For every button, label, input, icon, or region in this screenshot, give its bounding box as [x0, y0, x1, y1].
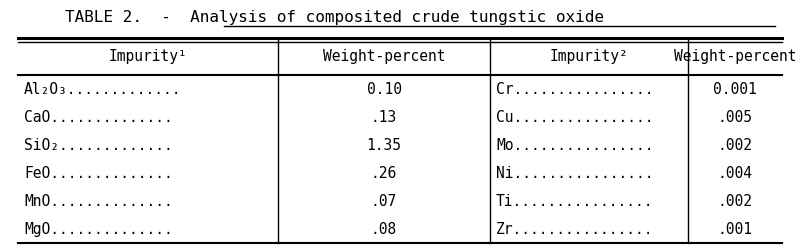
Text: Zr................: Zr................ [496, 222, 654, 237]
Text: MgO..............: MgO.............. [24, 222, 173, 237]
Text: .001: .001 [718, 222, 753, 237]
Text: .07: .07 [371, 193, 397, 208]
Text: .13: .13 [371, 110, 397, 124]
Text: 0.001: 0.001 [713, 81, 757, 97]
Text: 0.10: 0.10 [366, 81, 402, 97]
Text: SiO₂.............: SiO₂............. [24, 137, 173, 152]
Text: .004: .004 [718, 166, 753, 181]
Text: MnO..............: MnO.............. [24, 193, 173, 208]
Text: Cr................: Cr................ [496, 81, 654, 97]
Text: Impurity²: Impurity² [550, 49, 628, 64]
Text: CaO..............: CaO.............. [24, 110, 173, 124]
Text: .002: .002 [718, 137, 753, 152]
Text: .08: .08 [371, 222, 397, 237]
Text: .002: .002 [718, 193, 753, 208]
Text: Impurity¹: Impurity¹ [109, 49, 187, 64]
Text: Ti................: Ti................ [496, 193, 654, 208]
Text: Weight-percent: Weight-percent [674, 49, 796, 64]
Text: TABLE 2.  -  Analysis of composited crude tungstic oxide: TABLE 2. - Analysis of composited crude … [65, 9, 604, 24]
Text: Cu................: Cu................ [496, 110, 654, 124]
Text: 1.35: 1.35 [366, 137, 402, 152]
Text: .005: .005 [718, 110, 753, 124]
Text: Ni................: Ni................ [496, 166, 654, 181]
Text: Al₂O₃.............: Al₂O₃............. [24, 81, 182, 97]
Text: Mo................: Mo................ [496, 137, 654, 152]
Text: Weight-percent: Weight-percent [322, 49, 446, 64]
Text: .26: .26 [371, 166, 397, 181]
Text: FeO..............: FeO.............. [24, 166, 173, 181]
